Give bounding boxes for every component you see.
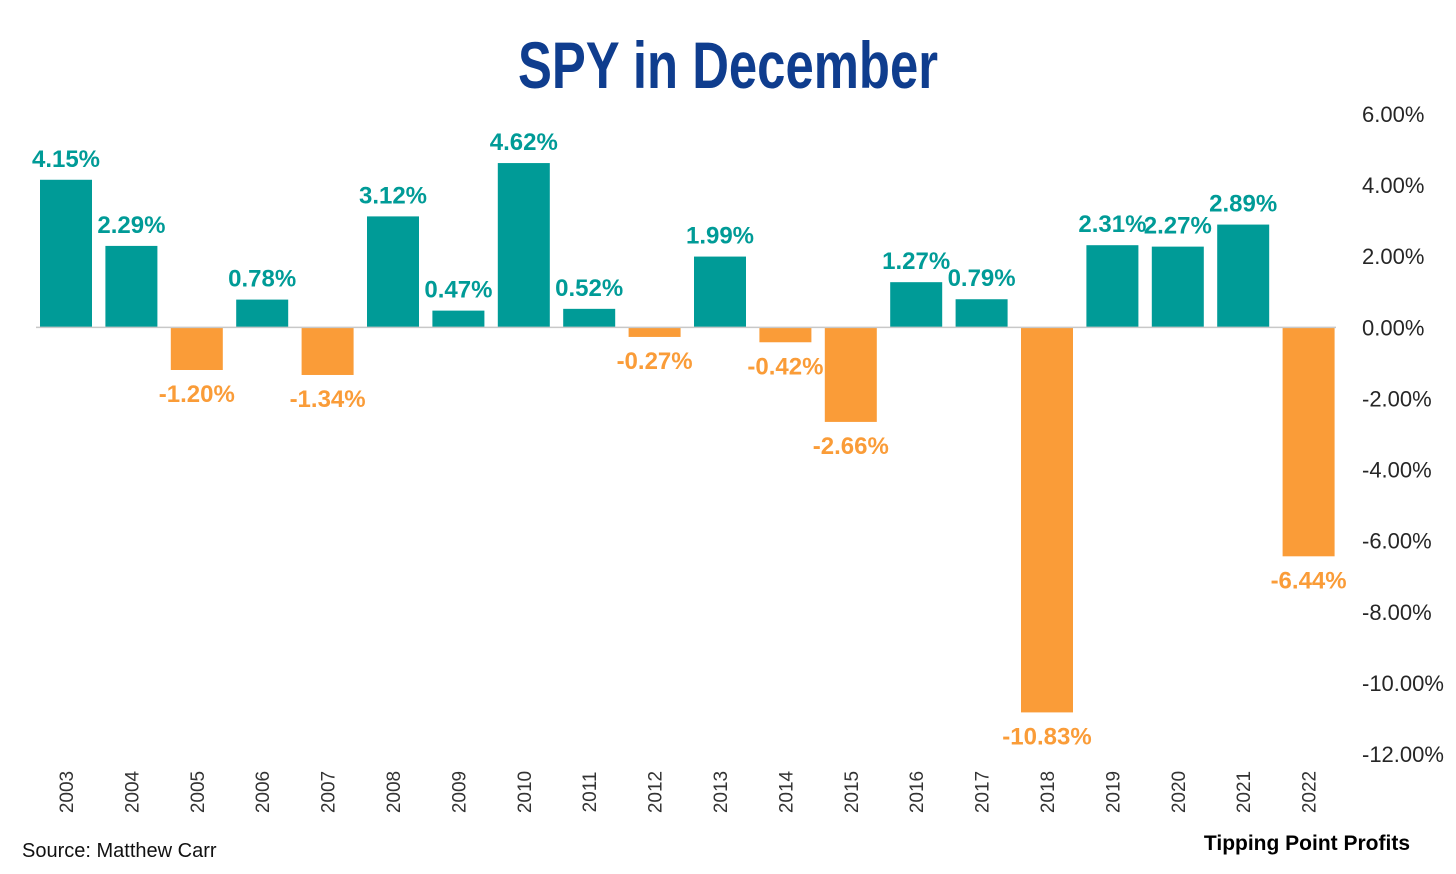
bar-2011 [563,308,616,328]
bar-2020 [1151,246,1204,328]
bar-label-2021: 2.89% [1209,191,1277,218]
bar-label-2018: -10.83% [1002,723,1091,750]
x-tick-2005: 2005 [188,771,209,813]
x-tick-2017: 2017 [973,771,994,813]
bar-2016 [890,282,943,328]
bar-2018 [1021,327,1073,713]
bar-label-2013: 1.99% [686,223,754,250]
bar-label-2010: 4.62% [490,129,558,156]
y-tick-label: 0.00% [1362,315,1424,340]
bar-label-2014: -0.42% [747,353,823,380]
x-tick-2008: 2008 [384,771,405,813]
x-tick-2014: 2014 [776,770,797,813]
bar-2003 [40,179,92,328]
x-tick-2013: 2013 [711,771,732,813]
bar-label-2007: -1.34% [290,386,366,413]
bar-2019 [1086,245,1139,328]
x-tick-2015: 2015 [842,771,863,813]
bar-label-2020: 2.27% [1144,213,1212,240]
bar-label-2006: 0.78% [228,266,296,293]
x-tick-2012: 2012 [646,771,667,813]
bar-2014 [759,327,812,343]
bar-2015 [824,327,877,422]
bar-labels: 4.15% 2.29% -1.20% 0.78% -1.34% 3.12% 0.47% 4.6… [32,129,1347,750]
y-tick-label: 2.00% [1362,244,1424,269]
y-tick-label: 6.00% [1362,102,1424,127]
bar-label-2008: 3.12% [359,182,427,209]
bar-2022 [1282,327,1335,557]
x-tick-2009: 2009 [449,771,470,813]
x-tick-2016: 2016 [907,771,928,813]
x-tick-2011: 2011 [580,772,601,813]
x-axis-ticks: 2003 2004 2005 2006 2007 2008 2009 2010 2011 2012… [57,770,1321,813]
y-tick-label: -4.00% [1362,458,1432,483]
chart-title: SPY in December [518,28,938,102]
x-tick-2004: 2004 [122,770,143,813]
bar-label-2009: 0.47% [424,277,492,304]
bar-label-2005: -1.20% [159,381,235,408]
brand-label: Tipping Point Profits [1204,832,1410,855]
bar-label-2022: -6.44% [1271,567,1347,594]
y-tick-label: -10.00% [1362,671,1444,696]
bar-2007 [301,327,354,375]
bar-2004 [105,245,158,328]
x-tick-2007: 2007 [319,771,340,813]
x-tick-2018: 2018 [1038,771,1059,813]
bar-2012 [628,327,681,337]
x-tick-2006: 2006 [253,771,274,813]
x-tick-2019: 2019 [1103,771,1124,813]
bar-label-2017: 0.79% [948,265,1016,292]
bar-2005 [170,327,223,370]
bar-label-2003: 4.15% [32,146,100,173]
bar-label-2004: 2.29% [97,212,165,239]
x-tick-2010: 2010 [515,771,536,813]
bar-2013 [694,256,746,328]
x-tick-2021: 2021 [1234,771,1255,813]
bar-2006 [236,299,289,328]
y-tick-label: -6.00% [1362,529,1432,554]
bar-2008 [367,216,419,328]
bar-2017 [955,299,1008,328]
y-tick-label: -12.00% [1362,742,1444,767]
x-tick-2020: 2020 [1169,771,1190,813]
bar-label-2011: 0.52% [555,275,623,302]
bar-2009 [432,310,485,328]
bar-label-2019: 2.31% [1078,211,1146,238]
y-tick-label: 4.00% [1362,173,1424,198]
bar-2021 [1217,224,1270,328]
source-note: Source: Matthew Carr [22,840,217,862]
x-tick-2022: 2022 [1300,771,1321,813]
bars [40,163,1335,713]
bar-2010 [497,163,550,328]
y-tick-label: -8.00% [1362,600,1432,625]
bar-label-2012: -0.27% [617,348,693,375]
x-tick-2003: 2003 [57,771,78,813]
y-axis-ticks: 6.00% 4.00% 2.00% 0.00% -2.00% -4.00% -6.00% -8… [1362,102,1444,767]
bar-label-2016: 1.27% [882,248,950,275]
bar-label-2015: -2.66% [813,433,889,460]
y-tick-label: -2.00% [1362,386,1432,411]
